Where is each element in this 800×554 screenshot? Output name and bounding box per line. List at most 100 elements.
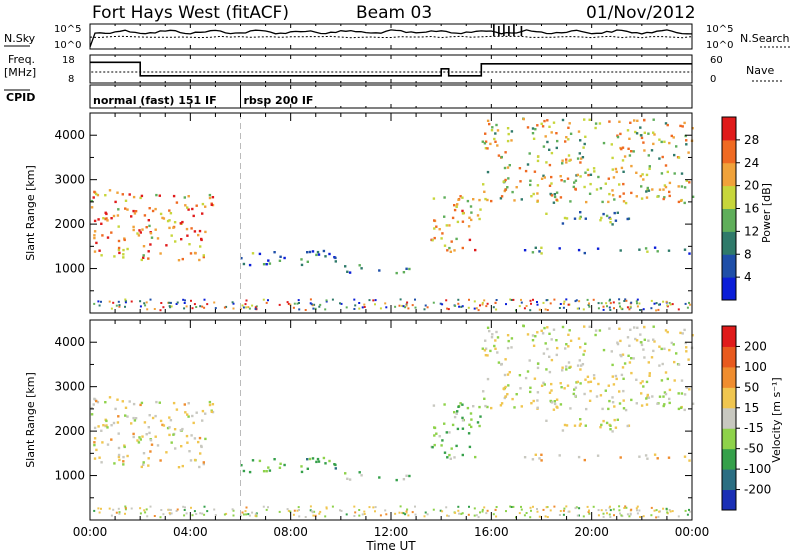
velocity-cell	[308, 457, 312, 461]
velocity-cell	[483, 506, 486, 509]
power-cell	[562, 306, 565, 309]
velocity-cell	[175, 408, 179, 411]
velocity-cell	[536, 391, 540, 394]
power-cell	[203, 298, 206, 301]
velocity-cell	[406, 508, 409, 511]
power-cell	[647, 189, 651, 192]
power-cell	[683, 248, 687, 251]
power-cell	[358, 264, 361, 267]
colorbar-tick-label: 20	[744, 179, 759, 193]
power-cell	[118, 304, 121, 307]
velocity-cell	[106, 426, 109, 429]
power-cell	[643, 131, 646, 134]
velocity-cell	[334, 463, 337, 467]
velocity-cell	[358, 471, 361, 474]
power-cell	[679, 199, 683, 202]
power-cell	[593, 170, 596, 173]
power-cell	[117, 248, 121, 252]
velocity-cell	[532, 505, 534, 508]
power-cell	[658, 157, 661, 160]
velocity-cell	[110, 514, 113, 517]
power-scatter	[90, 117, 695, 312]
velocity-cell	[484, 339, 487, 342]
power-cell	[454, 304, 457, 307]
velocity-cell	[555, 339, 558, 342]
velocity-cell	[118, 511, 121, 514]
velocity-cell	[193, 437, 197, 440]
power-cell	[385, 306, 388, 309]
velocity-cell	[638, 509, 641, 512]
velocity-cell	[278, 466, 282, 469]
power-cell	[116, 214, 120, 217]
power-cell	[524, 169, 528, 173]
velocity-cell	[169, 508, 172, 511]
velocity-cell	[144, 511, 147, 514]
x-tick-label: 20:00	[574, 525, 609, 539]
velocity-cell	[536, 406, 539, 409]
velocity-cell	[110, 438, 113, 441]
velocity-cell	[398, 511, 401, 514]
power-cell	[523, 249, 527, 252]
velocity-cell	[312, 514, 315, 517]
power-cell	[165, 244, 168, 247]
colorbar-swatch	[722, 407, 736, 429]
velocity-cell	[681, 332, 684, 335]
velocity-cell	[611, 396, 614, 399]
power-cell	[100, 222, 103, 225]
velocity-cell	[467, 513, 470, 516]
power-cell	[496, 144, 499, 147]
velocity-cell	[328, 459, 331, 463]
velocity-cell	[484, 354, 488, 357]
velocity-cell	[208, 403, 212, 407]
power-cell	[195, 204, 198, 207]
power-cell	[117, 225, 120, 228]
velocity-cell	[530, 402, 533, 405]
velocity-cell	[306, 467, 309, 470]
power-cell	[668, 141, 671, 145]
power-cell	[134, 210, 138, 213]
power-cell	[658, 138, 661, 141]
velocity-cell	[118, 512, 121, 515]
power-cell	[578, 300, 581, 303]
velocity-cell	[679, 331, 682, 335]
velocity-cell	[124, 512, 126, 515]
x-tick-label: 08:00	[273, 525, 308, 539]
power-cell	[506, 186, 509, 189]
velocity-cell	[564, 347, 567, 350]
velocity-cell	[534, 453, 537, 456]
power-cell	[115, 304, 118, 307]
power-cell	[468, 216, 471, 219]
velocity-cell	[122, 463, 125, 466]
power-cell	[407, 307, 410, 310]
power-cell	[545, 212, 548, 215]
power-cell	[145, 301, 148, 304]
velocity-cell	[526, 333, 530, 336]
velocity-cell	[104, 401, 107, 404]
power-cell	[185, 227, 189, 231]
velocity-cell	[324, 515, 327, 518]
power-cell	[612, 301, 615, 304]
power-cell	[104, 194, 107, 197]
power-cell	[161, 216, 164, 220]
velocity-cell	[124, 506, 127, 509]
power-cell	[556, 139, 559, 143]
noise-spikes	[493, 24, 523, 36]
velocity-cell	[658, 345, 661, 348]
velocity-cell	[608, 399, 611, 403]
velocity-cell	[595, 395, 599, 398]
power-cell	[372, 299, 375, 302]
velocity-cell	[540, 453, 543, 456]
velocity-cell	[576, 380, 579, 384]
power-cell	[635, 300, 638, 303]
power-cell	[529, 309, 532, 312]
power-cell	[169, 212, 173, 215]
power-cell	[658, 303, 661, 306]
power-cell	[176, 301, 179, 304]
velocity-cell	[650, 356, 654, 359]
power-cell	[642, 308, 645, 311]
power-cell	[460, 305, 463, 308]
velocity-cell	[656, 402, 659, 405]
power-cell	[160, 302, 163, 304]
velocity-cell	[319, 510, 322, 513]
power-cell	[564, 140, 567, 143]
